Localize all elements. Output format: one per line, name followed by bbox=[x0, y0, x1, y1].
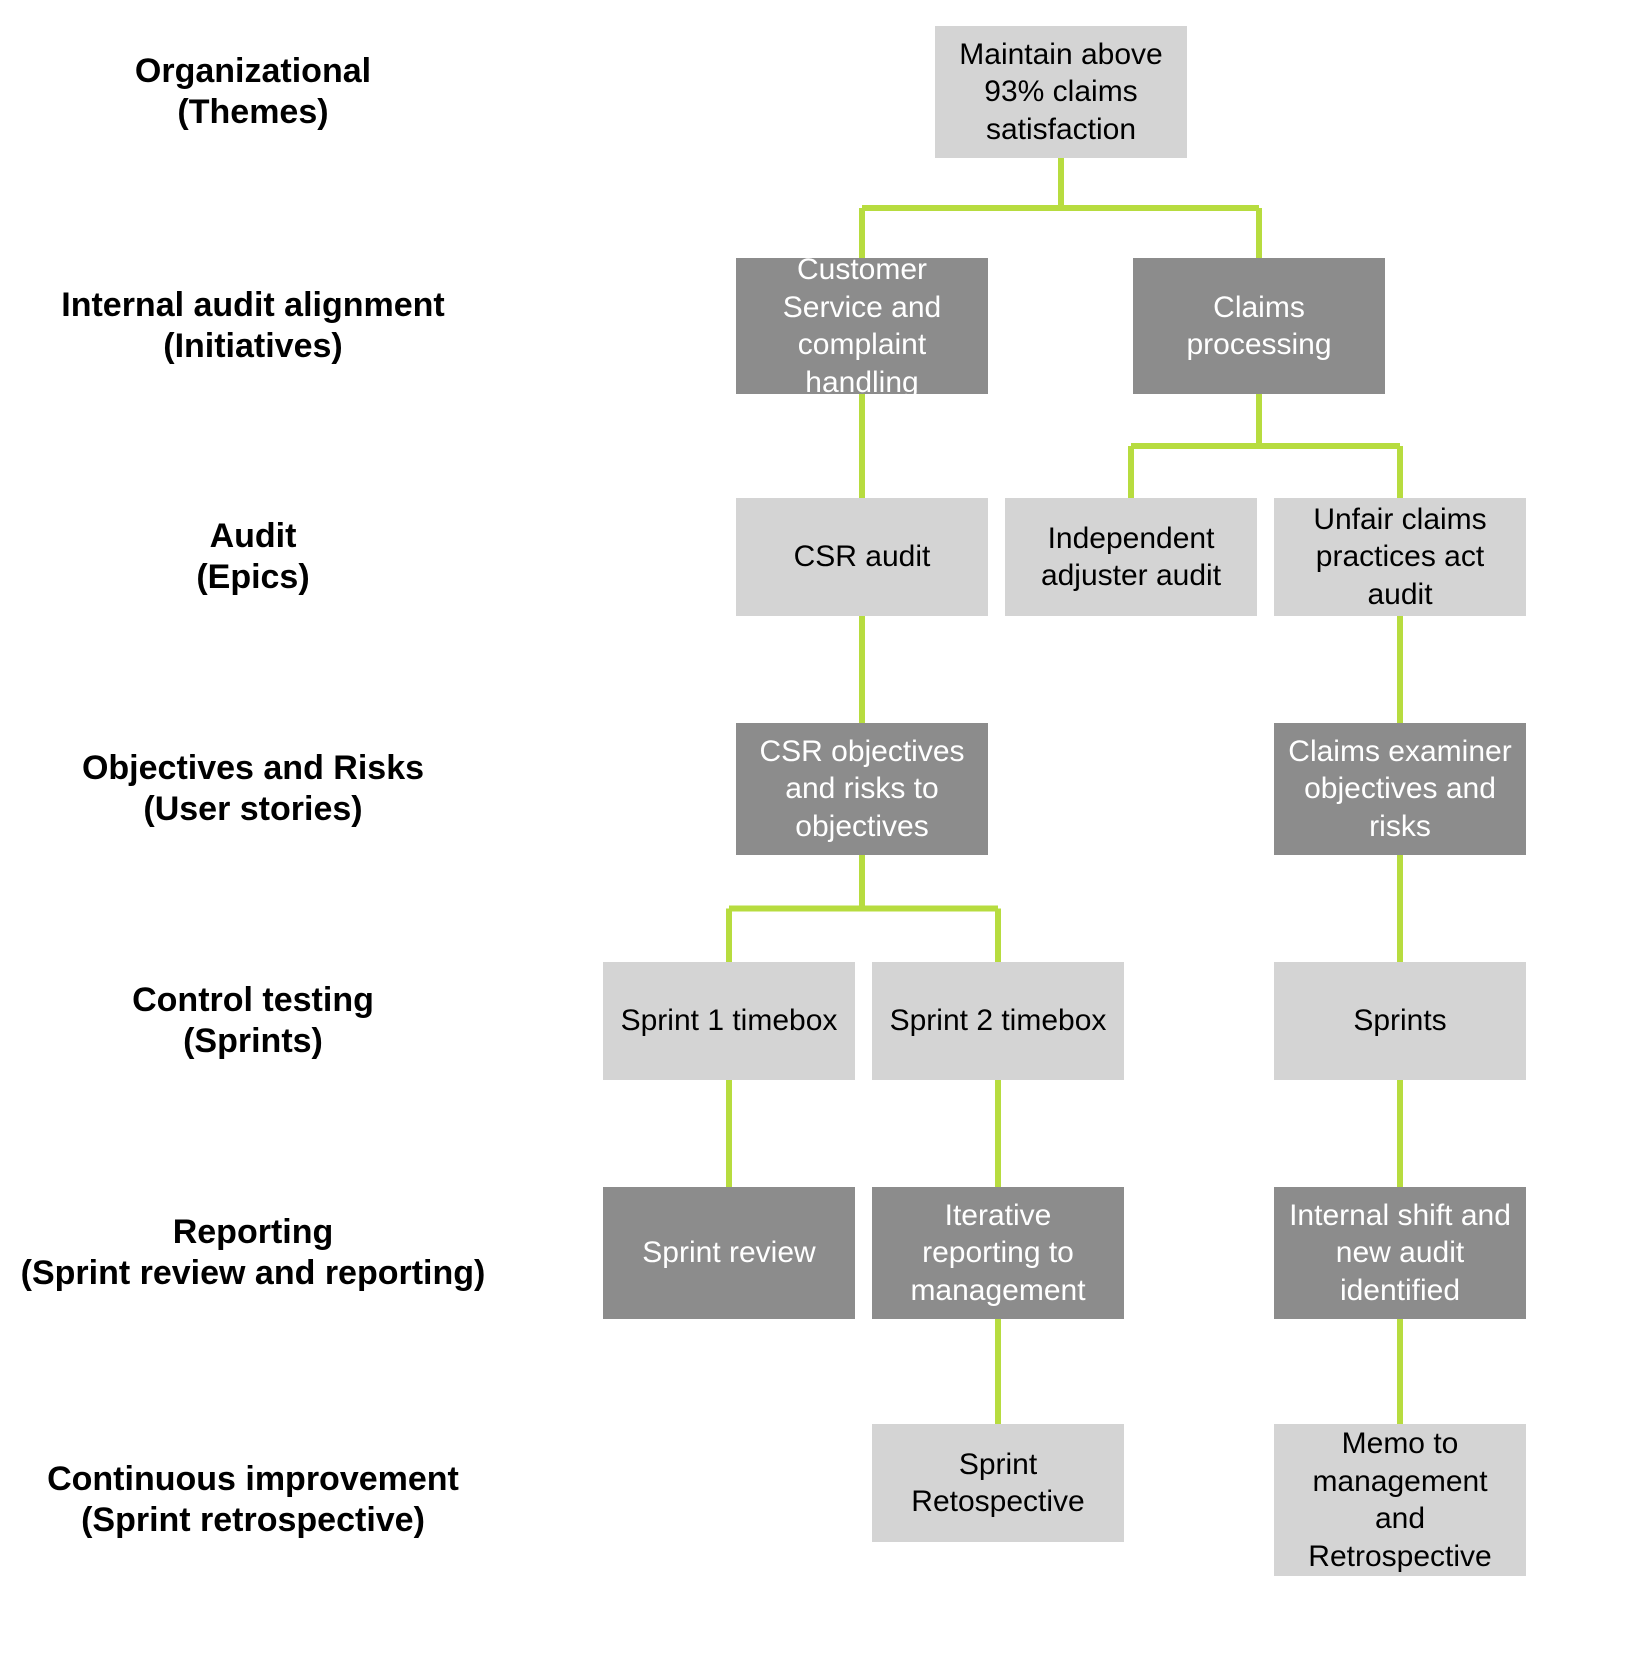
node-label: Sprint Retospective bbox=[882, 1446, 1114, 1521]
node-n-theme: Maintain above 93% claims satisfaction bbox=[935, 26, 1187, 158]
node-n-or-ce: Claims examiner objectives and risks bbox=[1274, 723, 1526, 855]
node-n-rp-sr: Sprint review bbox=[603, 1187, 855, 1319]
node-n-sps: Sprints bbox=[1274, 962, 1526, 1080]
row-label-line1: Internal audit alignment bbox=[0, 285, 506, 326]
row-label-line1: Control testing bbox=[0, 980, 506, 1021]
row-label-r6: Reporting(Sprint review and reporting) bbox=[0, 1212, 506, 1294]
node-label: Sprint review bbox=[642, 1234, 815, 1272]
node-label: Claims examiner objectives and risks bbox=[1284, 733, 1516, 846]
node-label: Maintain above 93% claims satisfaction bbox=[945, 36, 1177, 149]
row-label-line2: (Sprints) bbox=[0, 1021, 506, 1062]
node-n-or-csr: CSR objectives and risks to objectives bbox=[736, 723, 988, 855]
row-label-r3: Audit(Epics) bbox=[0, 516, 506, 598]
node-n-ep-uc: Unfair claims practices act audit bbox=[1274, 498, 1526, 616]
node-n-sp2: Sprint 2 timebox bbox=[872, 962, 1124, 1080]
node-n-rp-ir: Iterative reporting to management bbox=[872, 1187, 1124, 1319]
node-n-init-cp: Claims processing bbox=[1133, 258, 1385, 394]
diagram-stage: Organizational(Themes) Internal audit ali… bbox=[0, 0, 1652, 1680]
row-label-r7: Continuous improvement(Sprint retrospect… bbox=[0, 1459, 506, 1541]
node-n-ep-ia: Independent adjuster audit bbox=[1005, 498, 1257, 616]
node-label: Unfair claims practices act audit bbox=[1284, 501, 1516, 614]
node-label: Sprint 2 timebox bbox=[890, 1002, 1107, 1040]
node-n-init-cs: Customer Service and complaint handling bbox=[736, 258, 988, 394]
row-label-line2: (Initiatives) bbox=[0, 326, 506, 367]
row-label-r5: Control testing(Sprints) bbox=[0, 980, 506, 1062]
row-label-line2: (Themes) bbox=[0, 92, 506, 133]
node-label: Internal shift and new audit identified bbox=[1284, 1197, 1516, 1310]
node-label: Memo to management and Retrospective bbox=[1284, 1425, 1516, 1575]
node-n-ci-sr: Sprint Retospective bbox=[872, 1424, 1124, 1542]
row-label-line1: Continuous improvement bbox=[0, 1459, 506, 1500]
row-label-r4: Objectives and Risks(User stories) bbox=[0, 748, 506, 830]
row-label-line1: Reporting bbox=[0, 1212, 506, 1253]
row-label-line1: Organizational bbox=[0, 51, 506, 92]
node-n-ep-csr: CSR audit bbox=[736, 498, 988, 616]
node-n-rp-is: Internal shift and new audit identified bbox=[1274, 1187, 1526, 1319]
node-label: CSR audit bbox=[794, 538, 931, 576]
node-n-ci-mm: Memo to management and Retrospective bbox=[1274, 1424, 1526, 1576]
node-n-sp1: Sprint 1 timebox bbox=[603, 962, 855, 1080]
row-label-r2: Internal audit alignment(Initiatives) bbox=[0, 285, 506, 367]
row-label-line2: (Sprint retrospective) bbox=[0, 1500, 506, 1541]
row-label-line2: (Sprint review and reporting) bbox=[0, 1253, 506, 1294]
node-label: CSR objectives and risks to objectives bbox=[746, 733, 978, 846]
row-label-line2: (User stories) bbox=[0, 789, 506, 830]
node-label: Sprints bbox=[1353, 1002, 1446, 1040]
node-label: Independent adjuster audit bbox=[1015, 520, 1247, 595]
row-label-line1: Objectives and Risks bbox=[0, 748, 506, 789]
node-label: Claims processing bbox=[1143, 289, 1375, 364]
row-label-line2: (Epics) bbox=[0, 557, 506, 598]
node-label: Customer Service and complaint handling bbox=[746, 251, 978, 401]
row-label-line1: Audit bbox=[0, 516, 506, 557]
row-label-r1: Organizational(Themes) bbox=[0, 51, 506, 133]
node-label: Sprint 1 timebox bbox=[621, 1002, 838, 1040]
node-label: Iterative reporting to management bbox=[882, 1197, 1114, 1310]
